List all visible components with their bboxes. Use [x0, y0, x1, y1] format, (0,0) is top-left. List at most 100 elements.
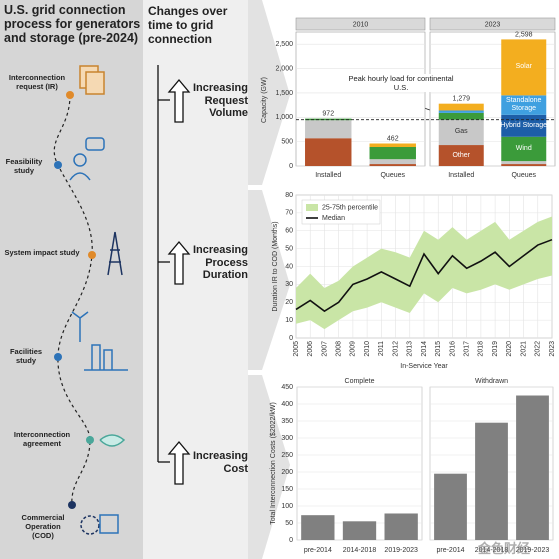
change-label: Increasing Process Duration [192, 244, 248, 281]
middle-arrows [157, 65, 191, 485]
bar-segment [501, 114, 547, 137]
chevron [248, 190, 290, 370]
legend-swatch [306, 204, 318, 211]
y-tick-label: 70 [285, 210, 293, 217]
y-tick-label: 150 [281, 486, 293, 493]
bar-segment [369, 146, 416, 160]
legend-label: 25-75th percentile [322, 204, 378, 211]
segment-label: Hybrid Storage [500, 121, 548, 129]
process-path [53, 94, 93, 506]
total-label: 2,598 [515, 31, 533, 38]
x-tick-label: 2019-2023 [384, 547, 418, 554]
x-tick-label: 2019-2023 [516, 547, 550, 554]
step-label: Interconnection agreement [13, 430, 71, 448]
y-tick-label: 10 [285, 317, 293, 324]
bar-segment [305, 120, 352, 139]
segment-label: Other [452, 151, 470, 159]
up-arrow [167, 240, 191, 285]
bar [434, 473, 467, 540]
step-label: System impact study [4, 248, 80, 257]
x-tick-label: Installed [315, 172, 341, 179]
y-tick-label: 500 [281, 138, 293, 145]
building-icon [99, 514, 119, 534]
gear-icon [80, 515, 100, 535]
bar-segment [438, 110, 484, 113]
step-label: Feasibility study [5, 157, 43, 175]
total-label: 1,279 [452, 96, 470, 103]
y-tick-label: 40 [285, 263, 293, 270]
y-tick-label: 50 [285, 245, 293, 252]
bar-segment [501, 39, 547, 96]
y-tick-label: 400 [281, 401, 293, 408]
x-tick-label: pre-2014 [436, 547, 464, 554]
x-tick-label: 2010 [364, 341, 371, 357]
bar-segment [305, 138, 352, 166]
changes-title: Changes over time to grid connection [148, 4, 228, 46]
y-axis-label: Capacity (GW) [261, 77, 268, 123]
x-axis-label: In-Service Year [400, 363, 448, 370]
x-tick-label: 2007 [321, 341, 328, 357]
bar-segment [438, 112, 484, 120]
y-tick-label: 50 [285, 520, 293, 527]
y-axis-label: Duration IR to COD (Months) [272, 221, 279, 311]
x-tick-label: 2020 [506, 341, 513, 357]
step-label: Interconnection request (IR) [8, 73, 66, 91]
x-tick-label: 2014-2018 [343, 547, 377, 554]
x-tick-label: 2016 [449, 341, 456, 357]
bar [342, 521, 377, 540]
segment-label: Standalone Storage [506, 97, 542, 113]
step-dot [54, 353, 62, 361]
bar-segment [438, 119, 484, 146]
middle-panel [143, 0, 248, 559]
y-tick-label: 0 [289, 163, 293, 170]
bar [301, 515, 335, 540]
tower-icon [107, 231, 123, 276]
x-tick-label: Installed [448, 172, 474, 179]
doc-icon [85, 71, 105, 95]
y-tick-label: 2,000 [275, 65, 293, 72]
total-label: 462 [387, 135, 399, 142]
y-tick-label: 1,000 [275, 114, 293, 121]
facet-strip [295, 17, 426, 31]
bar-segment [501, 161, 547, 165]
x-tick-label: 2009 [350, 341, 357, 357]
bar-segment [438, 103, 484, 111]
y-tick-label: 1,500 [275, 90, 293, 97]
x-tick-label: 2021 [520, 341, 527, 357]
watermark: 金色财经 [478, 541, 531, 556]
up-arrow [167, 78, 191, 123]
segment-label: Solar [515, 63, 532, 71]
x-tick-label: 2011 [378, 341, 385, 356]
icons [69, 65, 128, 535]
chevrons [248, 0, 290, 559]
x-tick-label: 2014-2018 [475, 547, 509, 554]
turbine-icon [71, 311, 89, 342]
x-tick-label: pre-2014 [304, 547, 332, 554]
y-tick-label: 0 [289, 537, 293, 544]
facet-strip [429, 17, 556, 31]
step-label: Commercial Operation (COD) [21, 513, 65, 540]
y-tick-label: 20 [285, 299, 293, 306]
y-tick-label: 350 [281, 418, 293, 425]
y-tick-label: 250 [281, 452, 293, 459]
facet-label: Withdrawn [475, 378, 508, 385]
median-line [295, 238, 553, 313]
legend-label: Median [322, 215, 345, 222]
y-axis-label: Total Interconnection Costs ($2022/kW) [270, 402, 277, 525]
bar-segment [501, 164, 547, 166]
step-dot [68, 501, 76, 509]
y-tick-label: 200 [281, 469, 293, 476]
chevron [248, 0, 290, 185]
person-icon [69, 172, 91, 181]
reference-label: Peak hourly load for continental U.S. [345, 74, 457, 92]
y-tick-label: 80 [285, 192, 293, 199]
plant-icon [84, 344, 128, 371]
panel-title: U.S. grid connection process for generat… [4, 3, 141, 45]
facet-label: 2010 [353, 21, 369, 28]
y-tick-label: 300 [281, 435, 293, 442]
y-tick-label: 100 [281, 503, 293, 510]
y-tick-label: 30 [285, 281, 293, 288]
total-label: 972 [322, 110, 334, 117]
x-tick-label: 2023 [549, 341, 556, 357]
